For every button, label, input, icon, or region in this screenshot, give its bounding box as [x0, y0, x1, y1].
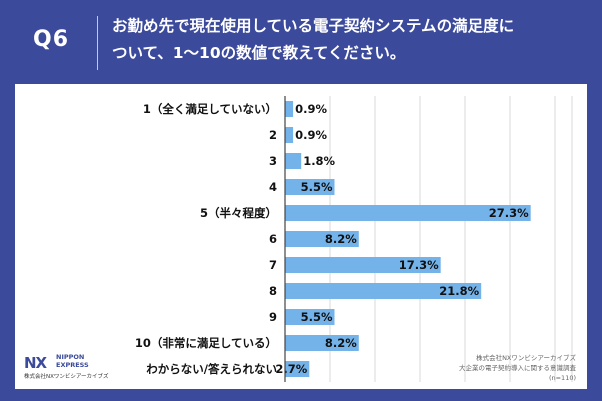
survey-source: 株式会社NXワンビシアーカイブズ 大企業の電子契約導入に関する意識調査 (n=1…	[376, 353, 576, 383]
category-label: 5（半々程度）	[200, 206, 277, 220]
question-text: お勤め先で現在使用している電子契約システムの満足度に ついて、1〜10の数値で教…	[112, 13, 592, 67]
question-text-line-1: お勤め先で現在使用している電子契約システムの満足度に	[112, 17, 515, 35]
question-header: Q6 お勤め先で現在使用している電子契約システムの満足度に ついて、1〜10の数…	[0, 0, 602, 84]
category-label: 4	[269, 180, 277, 194]
value-label: 27.3%	[489, 206, 529, 220]
source-company: 株式会社NXワンビシアーカイブズ	[476, 354, 576, 362]
bar	[285, 127, 294, 143]
bar	[285, 179, 335, 195]
question-text-line-2: ついて、1〜10の数値で教えてください。	[112, 44, 406, 62]
value-label: 1.8%	[303, 154, 335, 168]
value-label: 5.5%	[301, 180, 333, 194]
category-label: わからない/答えられない	[146, 362, 277, 376]
nx-logo-mark: NX	[24, 354, 47, 372]
value-label: 2.7%	[275, 362, 307, 376]
category-label: 7	[269, 258, 277, 272]
bar	[285, 283, 482, 299]
bar	[285, 309, 335, 325]
category-label: 9	[269, 310, 277, 324]
logo-company-name: 株式会社NXワンビシアーカイブズ	[24, 374, 109, 380]
nippon-express-logo: NX NIPPON EXPRESS 株式会社NXワンビシアーカイブズ	[24, 352, 134, 382]
value-label: 0.9%	[295, 128, 327, 142]
bar	[285, 101, 294, 117]
value-label: 21.8%	[439, 284, 479, 298]
question-number: Q6	[33, 27, 70, 52]
category-label: 6	[269, 232, 277, 246]
bar	[285, 153, 302, 169]
value-label: 17.3%	[399, 258, 439, 272]
value-label: 8.2%	[325, 232, 357, 246]
value-label: 8.2%	[325, 336, 357, 350]
category-label: 1（全く満足していない）	[143, 102, 277, 116]
value-label: 5.5%	[301, 310, 333, 324]
source-sample-size: (n=110)	[548, 374, 576, 382]
category-label: 3	[269, 154, 277, 168]
bar	[285, 361, 310, 377]
category-label: 2	[269, 128, 277, 142]
bar	[285, 231, 359, 247]
bar	[285, 257, 441, 273]
category-label: 8	[269, 284, 277, 298]
logo-brand-name: NIPPON EXPRESS	[56, 353, 89, 369]
source-survey-title: 大企業の電子契約導入に関する意識調査	[459, 364, 576, 372]
bar	[285, 205, 531, 221]
value-label: 0.9%	[295, 102, 327, 116]
category-label: 10（非常に満足している）	[135, 336, 277, 350]
header-divider	[97, 16, 98, 70]
bar	[285, 335, 359, 351]
